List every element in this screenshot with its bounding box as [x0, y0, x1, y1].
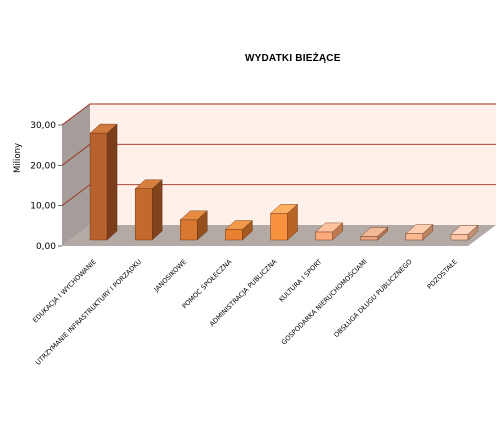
- bar-top: [89, 123, 118, 134]
- bar: [315, 222, 344, 241]
- bar-front: [89, 132, 108, 241]
- category-label: JANOSIKOWE: [152, 258, 188, 294]
- bar-top: [224, 220, 253, 230]
- bar-side: [151, 179, 163, 241]
- bar-front: [180, 219, 198, 241]
- back-wall: [90, 104, 496, 225]
- y-tick-label: 30,00: [30, 121, 56, 131]
- category-label: POMOC SPOŁECZNA: [181, 257, 234, 310]
- side-wall: [62, 104, 90, 246]
- bar-front: [270, 213, 288, 241]
- y-axis-ticks: 0,00 10,00 20,00 30,00: [30, 121, 62, 252]
- gridline: [61, 103, 496, 126]
- category-label: UTRZYMANIE INFRASTRUKTURY I PORZĄDKU: [34, 258, 143, 367]
- y-tick-label: 0,00: [36, 242, 56, 252]
- y-tick-label: 20,00: [30, 161, 56, 171]
- bar: [269, 203, 299, 241]
- bar-front: [134, 188, 153, 241]
- bar-top: [315, 222, 344, 233]
- y-tick-label: 10,00: [30, 202, 56, 212]
- bar-front: [405, 233, 424, 241]
- bar-top: [269, 204, 299, 214]
- bar-front: [225, 229, 243, 241]
- bar-top: [134, 179, 163, 189]
- bar-front: [315, 231, 333, 241]
- bar: [89, 123, 118, 241]
- bars: [89, 123, 479, 241]
- chart-title: WYDATKI BIEŻĄCE: [245, 53, 341, 64]
- bar-front: [450, 234, 469, 241]
- category-label: GOSPODARKA NIERUCHOMOŚCIAMI: [279, 257, 368, 346]
- bar: [360, 226, 389, 241]
- bar-top: [360, 227, 389, 237]
- category-label: KULTURA I SPORT: [278, 257, 325, 304]
- bar-top: [179, 210, 208, 221]
- bar-side: [106, 123, 118, 241]
- bar: [179, 210, 208, 241]
- bar-top: [405, 224, 434, 234]
- category-label: POZOSTAŁE: [426, 258, 459, 291]
- bar: [405, 224, 434, 241]
- bar: [224, 220, 253, 241]
- bar-top: [450, 225, 479, 235]
- bar: [134, 179, 163, 241]
- bar: [450, 224, 479, 241]
- category-label: OBSŁUGA DŁUGU PUBLICZNEGO: [332, 258, 413, 339]
- y-axis-label: Miliony: [13, 143, 23, 173]
- bar-front: [360, 236, 378, 241]
